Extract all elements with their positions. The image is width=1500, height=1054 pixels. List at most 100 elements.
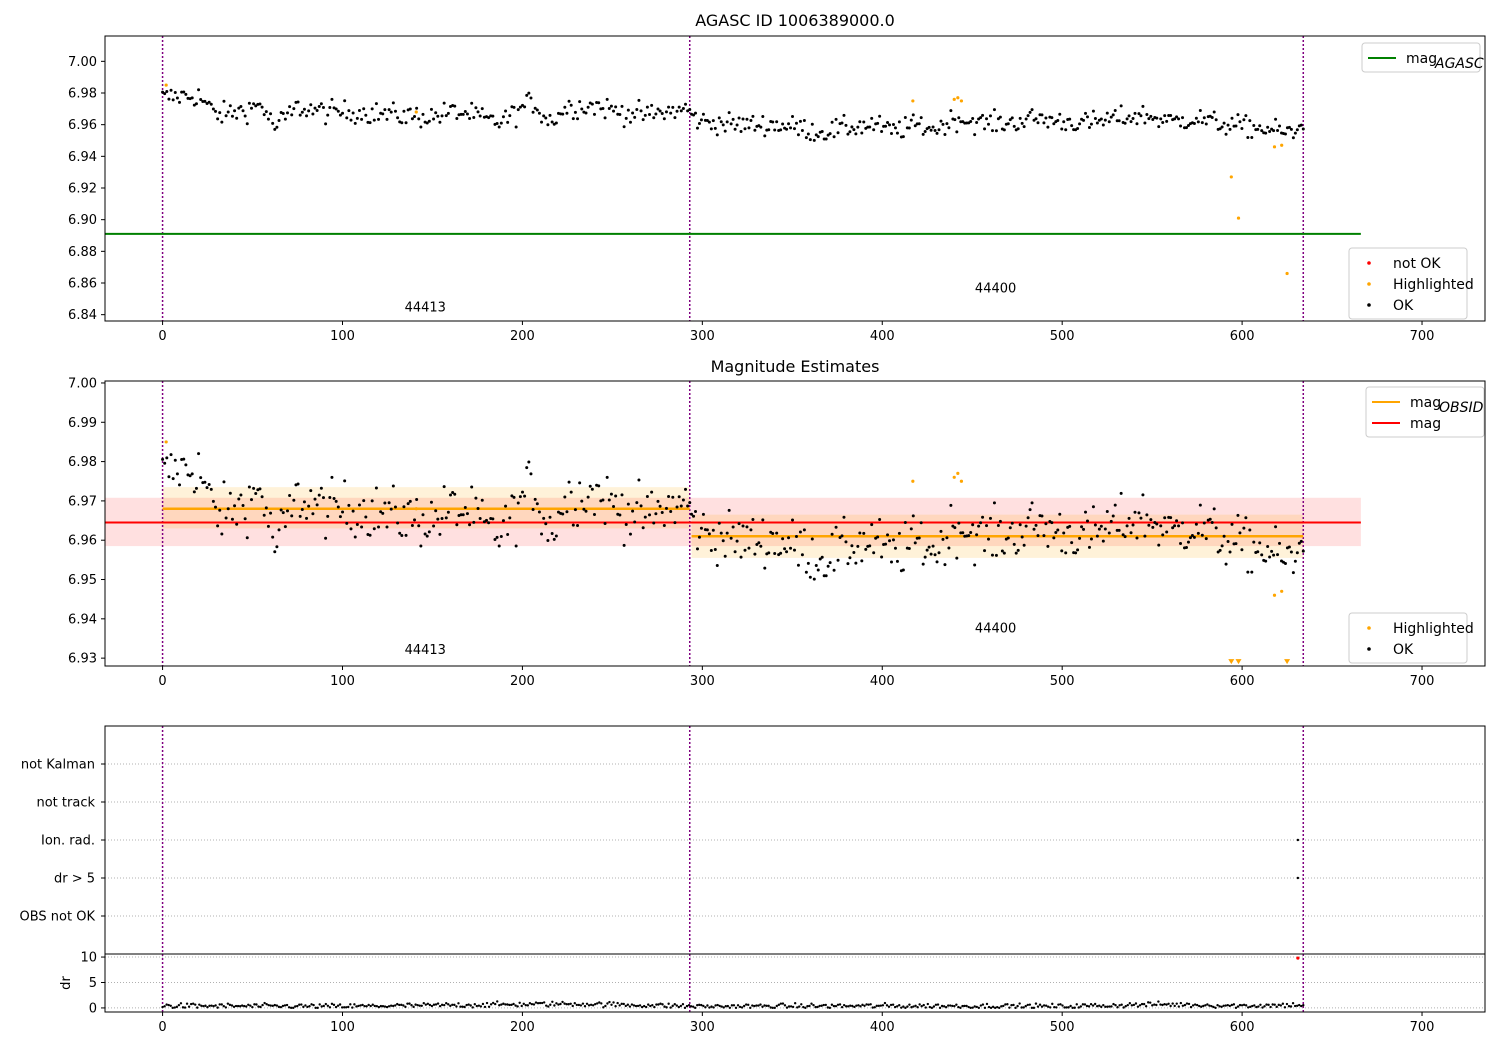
dr-point [165,1003,168,1006]
dr-point [1138,1004,1142,1007]
dr-point [226,1002,230,1005]
ok-point [996,524,1000,528]
ok-point [1242,526,1246,530]
ok-point [941,122,945,126]
ok-point [654,112,658,116]
ok-point [1252,540,1256,544]
dr-point [208,1004,211,1007]
ok-point [957,116,961,120]
ok-point [292,498,296,502]
ok-point [1159,117,1163,121]
ok-point [637,98,641,102]
ok-point [1184,126,1188,130]
ok-point [880,555,884,559]
ok-point [199,97,203,101]
ok-point [207,100,211,104]
ok-point [1264,559,1268,563]
ok-point [1226,123,1230,127]
panel-2-title: Magnitude Estimates [711,357,880,376]
ok-point [1208,517,1212,521]
ok-point [1046,544,1050,548]
x-tick-label: 200 [510,674,535,689]
ok-point [275,125,279,129]
dr-point [1224,1004,1227,1007]
ok-point [1040,113,1044,117]
dr-point [1106,1005,1109,1008]
dr-point [1216,1003,1219,1007]
ok-point [614,494,618,498]
ok-point [542,516,546,520]
ok-point [525,466,529,470]
dr-point [263,1001,266,1005]
ok-point [1175,519,1179,523]
ok-point [973,563,977,567]
ok-point [717,521,721,525]
ok-point [1238,120,1242,124]
ok-point [552,537,556,541]
dr-point [1034,1002,1038,1005]
ok-point [1109,519,1113,523]
ok-point [988,516,992,520]
highlighted-point [1285,271,1289,276]
dr-point [1218,1005,1221,1008]
dr-point [1291,1002,1295,1005]
ok-point [1119,104,1123,108]
ok-point [850,125,854,129]
dr-point [947,1004,950,1007]
ok-point [947,126,951,130]
dr-point [1047,1005,1050,1008]
flag-category-label: not track [36,796,95,811]
dr-point [530,1002,534,1006]
ok-point [848,556,852,560]
ok-point [1117,528,1121,532]
ok-point [745,525,749,529]
ok-point [658,504,662,508]
dr-point [687,1003,691,1007]
ok-point [721,123,725,127]
ok-point [1040,514,1044,518]
ok-point [888,539,892,543]
legend-label: mag [1410,416,1441,432]
ok-point [523,105,527,109]
ok-point [429,500,433,504]
dr-point [793,1002,797,1005]
dr-point [867,1003,870,1006]
ok-point [1283,132,1287,136]
ok-point [870,523,874,527]
ok-point [203,99,207,103]
dr-point [463,1005,466,1009]
ok-point [1224,132,1228,136]
ok-point [510,494,514,498]
ok-point [1181,116,1185,120]
ok-point [721,539,725,543]
ok-point [319,102,323,106]
obsid-label: 44413 [405,643,446,658]
ok-point [844,123,848,127]
ok-point [792,548,796,552]
ok-point [664,506,668,510]
dr-point [1110,1005,1113,1008]
dr-point [651,1004,654,1007]
dr-point [844,1005,848,1008]
ok-point [1155,522,1159,526]
dr-point [822,1003,825,1007]
ok-point [669,111,673,115]
ok-point [1095,534,1099,538]
dr-point [502,1002,505,1005]
ok-point [1076,127,1080,131]
ok-point [226,110,230,114]
dr-point [671,1004,674,1008]
ok-point [832,568,836,572]
ok-point [203,480,207,484]
ok-point [302,500,306,504]
ok-point [1020,535,1024,539]
ok-point [499,121,503,125]
ok-point [641,118,645,122]
ok-point [870,116,874,120]
dr-point [991,1005,995,1009]
ok-point [1171,526,1175,530]
ok-point [886,120,890,124]
ok-point [345,521,349,525]
ok-point [856,544,860,548]
ok-point [1064,128,1068,132]
